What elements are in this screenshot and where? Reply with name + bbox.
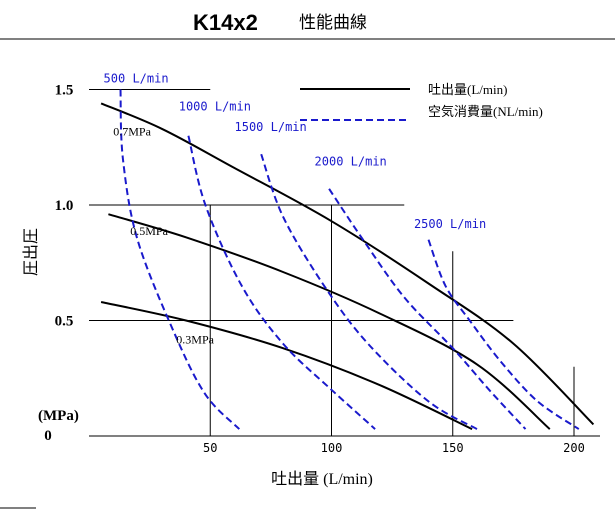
air-consumption-lines (119, 89, 580, 430)
air-curve-1500-l-min (260, 153, 478, 430)
series-label-0-5mpa: 0.5MPa (130, 224, 168, 238)
series-label-500-l-min: 500 L/min (104, 72, 169, 86)
x-tick-label-150: 150 (442, 441, 464, 455)
chart-title: K14x2 (193, 10, 258, 35)
x-tick-label-200: 200 (563, 441, 585, 455)
discharge-curve-0-3mpa (100, 301, 473, 431)
series-label-1500-l-min: 1500 L/min (235, 120, 307, 134)
legend-label-air: 空気消費量(NL/min) (428, 104, 543, 119)
series-label-2000-l-min: 2000 L/min (315, 155, 387, 169)
y-tick-label-1-5: 1.5 (55, 83, 74, 99)
air-curve-2500-l-min (427, 239, 580, 430)
series-label-2500-l-min: 2500 L/min (414, 217, 486, 231)
chart-subtitle: 性能曲線 (299, 13, 367, 33)
x-tick-label-50: 50 (203, 441, 217, 455)
air-curve-2000-l-min (328, 188, 527, 430)
air-curve-1000-l-min (187, 135, 376, 430)
series-label-1000-l-min: 1000 L/min (179, 99, 251, 113)
series-label-0-3mpa: 0.3MPa (176, 333, 214, 347)
series-labels: 0.7MPa 0.5MPa 0.3MPa 500 L/min 1000 L/min 150… (104, 72, 487, 347)
y-unit-label: (MPa) (38, 408, 79, 424)
discharge-curve-0-5mpa (108, 213, 551, 430)
y-tick-label-1: 1.0 (55, 198, 74, 214)
y-tick-label-0: 0 (44, 428, 52, 444)
air-curve-500-l-min (119, 89, 241, 430)
tick-labels: 50 100 150 200 0 0.5 1.0 1.5 (44, 83, 585, 456)
legend: 吐出量(L/min) 空気消費量(NL/min) (300, 82, 543, 121)
discharge-curve-0-7mpa (100, 102, 595, 426)
y-axis-label: 圧出圧 (21, 228, 40, 276)
grid-layer (89, 89, 575, 436)
legend-label-discharge: 吐出量(L/min) (428, 82, 507, 97)
y-tick-label-0-5: 0.5 (55, 314, 74, 330)
series-label-0-7mpa: 0.7MPa (113, 125, 151, 139)
discharge-lines (100, 102, 595, 431)
x-axis-label: 吐出量 (L/min) (271, 470, 373, 488)
x-tick-label-100: 100 (321, 441, 343, 455)
